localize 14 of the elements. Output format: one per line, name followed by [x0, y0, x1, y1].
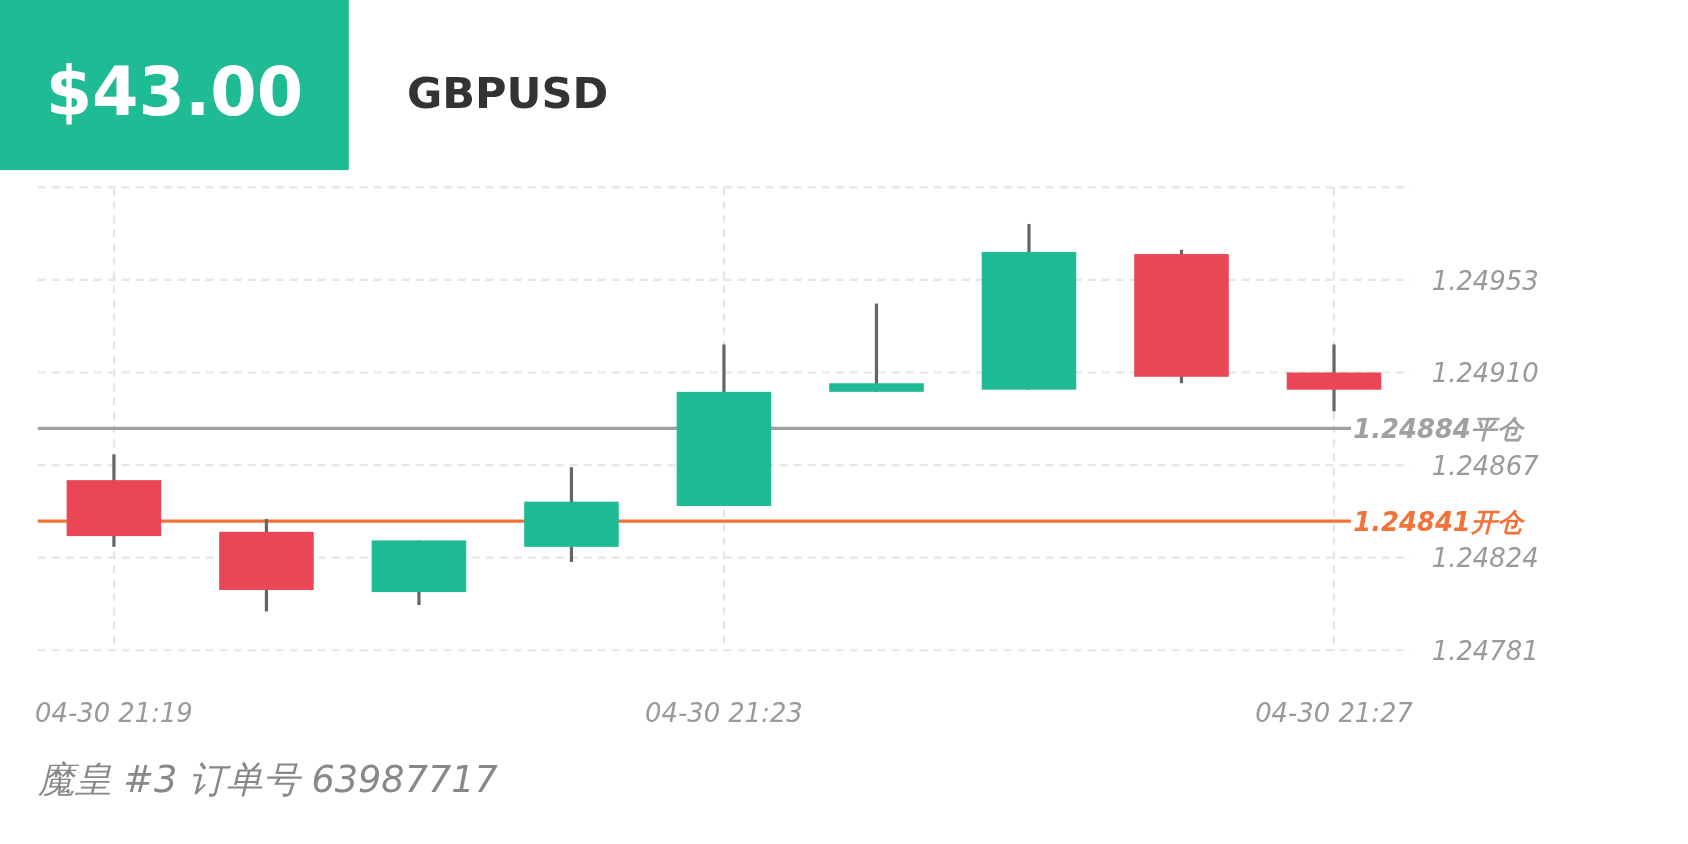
x-tick-label: 04-30 21:19 [35, 698, 193, 729]
text: $43.00 [45, 53, 304, 132]
candlestick [829, 303, 924, 392]
x-tick-label: 04-30 21:23 [645, 698, 803, 729]
y-tick-label: 1.24781 [1431, 635, 1539, 666]
y-tick-label: 1.24953 [1431, 265, 1539, 296]
y-tick-label: 1.24824 [1431, 543, 1539, 574]
ref-line-label: 1.24841开仓 [1353, 506, 1526, 537]
chart-title: GBPUSD [406, 67, 609, 118]
y-tick-label: 1.24910 [1431, 358, 1539, 389]
ref-line-label: 1.24884平仓 [1353, 414, 1526, 445]
x-tick-label: 04-30 21:27 [1255, 698, 1414, 729]
text: 魔皇 #3 订单号 63987717 [37, 758, 498, 802]
y-tick-label: 1.24867 [1431, 450, 1540, 481]
